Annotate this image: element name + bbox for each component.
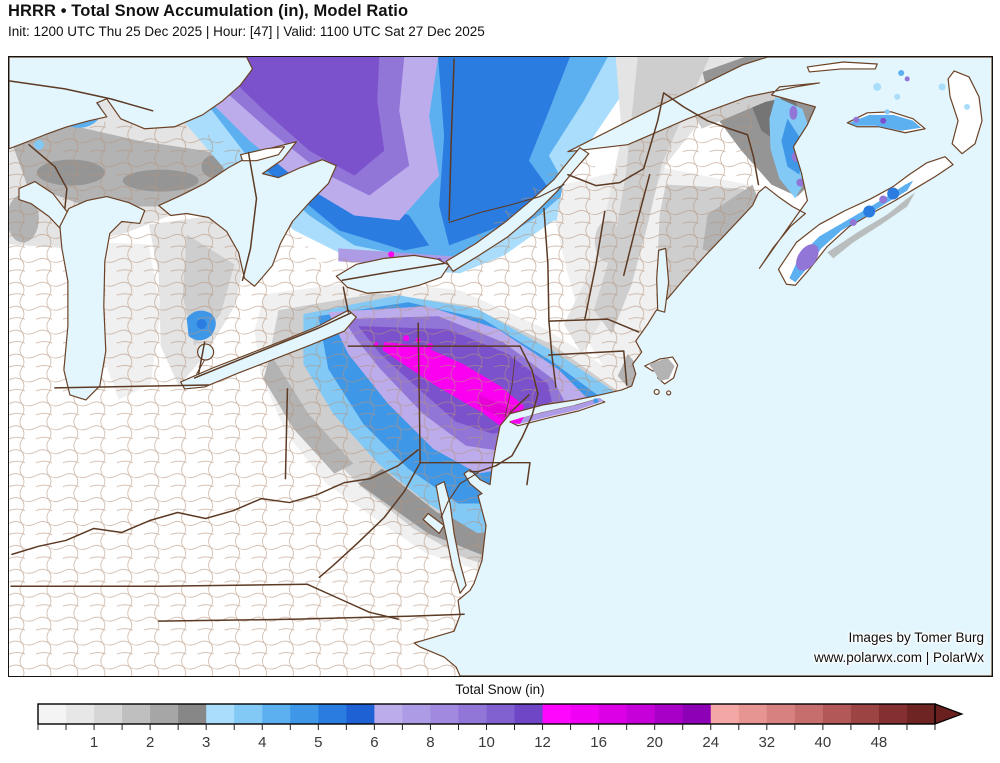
- colorbar-segment: [402, 704, 431, 724]
- snowfall-map: [9, 57, 992, 676]
- colorbar-segment: [626, 704, 656, 724]
- colorbar-segment: [794, 704, 824, 724]
- colorbar-segment: [94, 704, 123, 724]
- lake-superior: [9, 57, 254, 150]
- colorbar-segment: [710, 704, 740, 724]
- anticosti-island: [806, 61, 878, 73]
- chesapeake-bay: [435, 481, 467, 594]
- colorbar-tick-label: 3: [202, 734, 210, 751]
- attribution-site: www.polarwx.com | PolarWx: [813, 650, 984, 665]
- colorbar-segment: [206, 704, 235, 724]
- map-panel: Images by Tomer Burg www.polarwx.com | P…: [8, 56, 993, 677]
- colorbar-panel: Total Snow (in) 1 2 3 4 5 6 8 10 12 16 20 24 32 40 48: [0, 680, 1000, 763]
- colorbar-segment: [374, 704, 403, 724]
- colorbar-segment: [906, 704, 936, 724]
- cape-breton: [947, 70, 983, 155]
- colorbar-segment: [682, 704, 712, 724]
- colorbar-tick-label: 48: [871, 734, 888, 751]
- colorbar-tick-label: 2: [146, 734, 154, 751]
- model-run-subtitle: Init: 1200 UTC Thu 25 Dec 2025 | Hour: […: [8, 24, 485, 39]
- colorbar-segment: [486, 704, 516, 724]
- colorbar-segment: [542, 704, 572, 724]
- colorbar-title: Total Snow (in): [455, 682, 544, 697]
- lake-st-clair: [197, 343, 215, 361]
- colorbar-segment: [738, 704, 768, 724]
- colorbar-segment: [514, 704, 544, 724]
- nova-scotia: [777, 156, 954, 286]
- colorbar-segment: [38, 704, 67, 724]
- colorbar-segment: [878, 704, 908, 724]
- colorbar-segment: [178, 704, 207, 724]
- colorbar-extend-arrow: [934, 703, 964, 725]
- colorbar-segment: [262, 704, 291, 724]
- colorbar-segment: [850, 704, 880, 724]
- colorbar-segment: [598, 704, 628, 724]
- colorbar-tick-label: 32: [758, 734, 775, 751]
- colorbar-tick-label: 40: [815, 734, 832, 751]
- colorbar-tick-label: 16: [590, 734, 607, 751]
- state-borders: [9, 58, 760, 622]
- colorbar-tick-label: 4: [258, 734, 266, 751]
- colorbar-segment: [234, 704, 263, 724]
- colorbar-segment: [822, 704, 852, 724]
- colorbar: Total Snow (in)1 2 3 4 5 6 8 10 12 16 20 24 32 40 48: [37, 682, 964, 751]
- header: HRRR • Total Snow Accumulation (in), Mod…: [8, 2, 998, 39]
- colorbar-segment: [66, 704, 95, 724]
- colorbar-tick-label: 5: [314, 734, 322, 751]
- attribution-credit: Images by Tomer Burg: [848, 630, 984, 645]
- colorbar-segment: [570, 704, 600, 724]
- lake-michigan: [59, 195, 146, 401]
- colorbar-tick-label: 20: [646, 734, 663, 751]
- colorbar-segment: [150, 704, 179, 724]
- potomac-river: [422, 512, 445, 535]
- attribution: Images by Tomer Burg www.polarwx.com | P…: [814, 628, 984, 668]
- colorbar-tick-label: 1: [90, 734, 98, 751]
- manitoulin-island: [239, 146, 286, 162]
- colorbar-tick-label: 12: [534, 734, 551, 751]
- colorbar-segment: [122, 704, 151, 724]
- page-title: HRRR • Total Snow Accumulation (in), Mod…: [8, 2, 409, 20]
- lake-ontario: [335, 254, 450, 294]
- colorbar-tick-label: 24: [702, 734, 719, 751]
- colorbar-segment: [346, 704, 375, 724]
- colorbar-segment: [290, 704, 319, 724]
- lake-champlain: [656, 247, 670, 313]
- colorbar-segment: [766, 704, 796, 724]
- snow-shading-islands: [510, 69, 971, 425]
- st-lawrence-river: [445, 147, 590, 272]
- colorbar-tick-label: 10: [478, 734, 495, 751]
- colorbar-segment: [430, 704, 459, 724]
- colorbar-tick-label: 6: [370, 734, 378, 751]
- colorbar-segment: [318, 704, 347, 724]
- colorbar-segment: [458, 704, 487, 724]
- colorbar-tick-label: 8: [426, 734, 434, 751]
- colorbar-segment: [654, 704, 684, 724]
